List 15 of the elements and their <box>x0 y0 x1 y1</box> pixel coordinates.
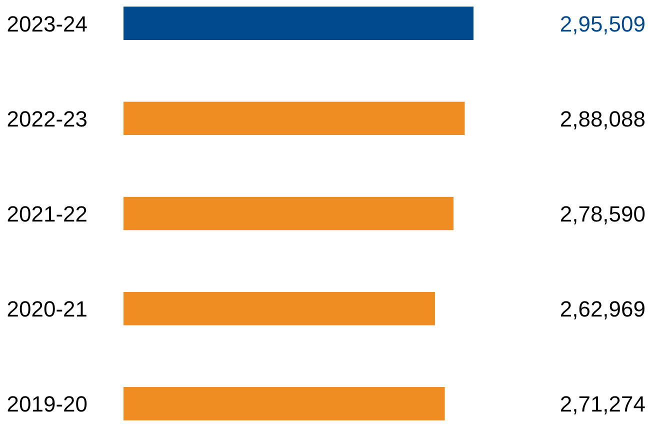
y-tick-label: 2021-22 <box>6 202 88 226</box>
data-label: 2,78,590 <box>560 202 646 226</box>
y-tick-label: 2020-21 <box>6 296 88 322</box>
y-tick-label: 2023-24 <box>6 11 88 36</box>
data-label: 2,62,969 <box>560 296 646 322</box>
bar <box>124 387 445 420</box>
y-tick-label: 2022-23 <box>6 106 88 132</box>
bar <box>124 6 474 40</box>
bar <box>124 102 465 136</box>
data-label: 2,71,274 <box>560 392 646 417</box>
bar <box>124 196 454 230</box>
y-tick-label: 2019-20 <box>6 392 88 417</box>
data-label: 2,95,509 <box>560 11 646 36</box>
bar <box>124 292 435 326</box>
data-label: 2,88,088 <box>560 106 646 132</box>
